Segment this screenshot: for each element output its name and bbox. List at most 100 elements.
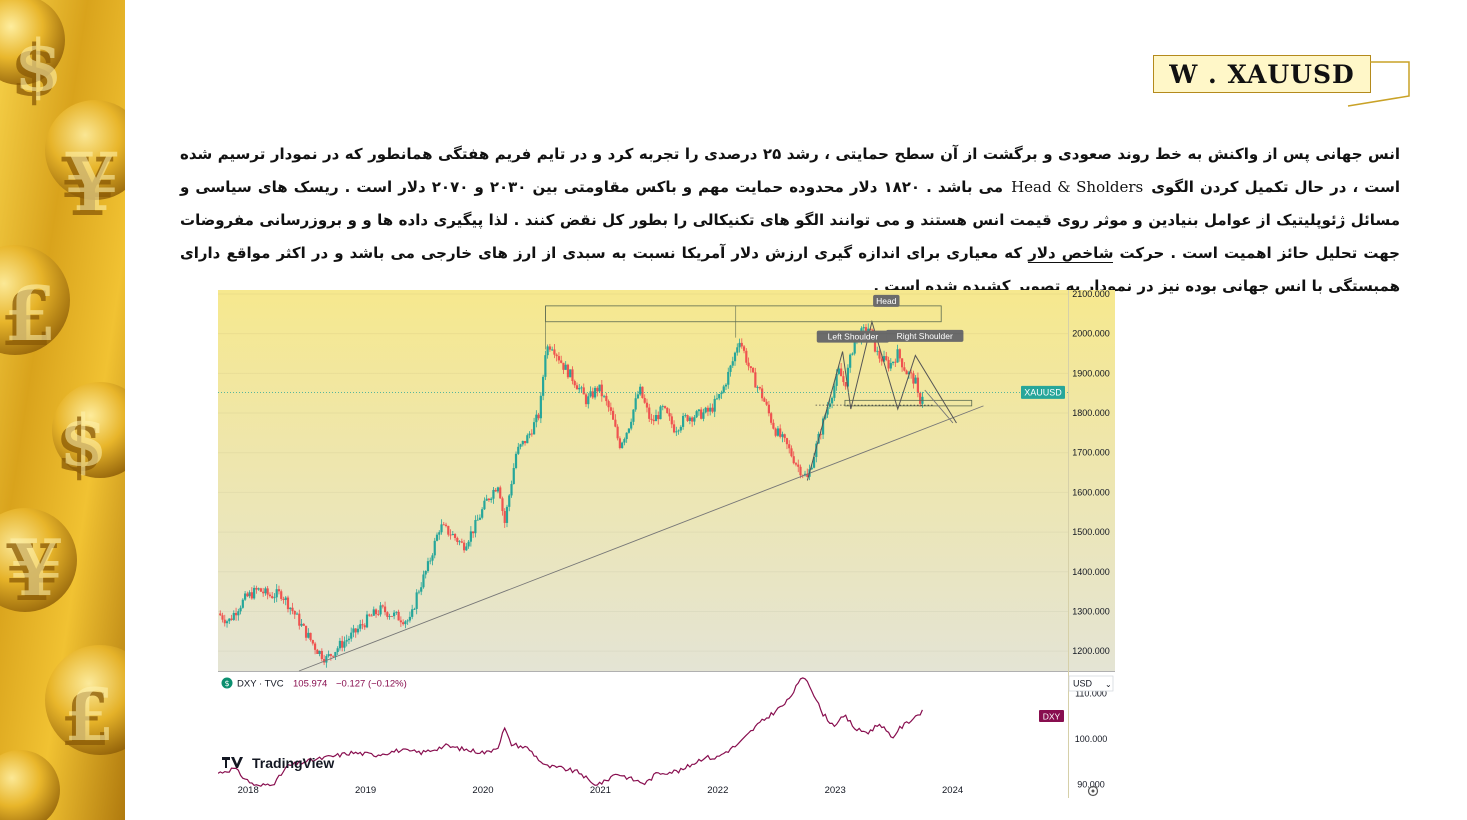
slide-title: W . XAUUSD	[1153, 55, 1371, 93]
candle-body	[517, 446, 520, 454]
title-corner-decoration	[1347, 61, 1410, 107]
candle-body	[681, 415, 685, 427]
time-tick-label: 2020	[472, 785, 493, 796]
candle-body	[476, 519, 479, 521]
settings-gear-icon[interactable]	[1087, 785, 1099, 797]
candle-body	[232, 612, 235, 620]
candle-body	[280, 591, 283, 599]
candle-body	[634, 398, 637, 410]
tradingview-logo-icon	[222, 757, 243, 768]
candle-body	[901, 358, 904, 368]
candle-body	[702, 412, 705, 419]
candle-body	[352, 628, 355, 633]
candle-body	[286, 597, 290, 610]
candle-body	[528, 433, 531, 436]
pattern-drawings: Head Left Shoulder Right Shoulder	[298, 294, 984, 672]
candle-body	[277, 589, 281, 592]
candle-body	[268, 594, 272, 597]
candle-body	[508, 495, 511, 507]
pattern-name: Head & Sholders	[1011, 178, 1144, 196]
candle-body	[532, 422, 536, 435]
price-tick-label: 1400.000	[1072, 567, 1110, 577]
candle-body	[372, 609, 375, 616]
candle-body	[578, 387, 581, 390]
dxy-symbol: DXY · TVC	[237, 679, 284, 690]
candle-body	[898, 349, 901, 359]
currency-label: USD	[1073, 679, 1093, 689]
dxy-header[interactable]: $ DXY · TVC 105.974 −0.127 (−0.12%)	[221, 677, 407, 690]
tradingview-chart[interactable]: Head Left Shoulder Right Shoulder 1200.000…	[217, 289, 1115, 798]
candle-body	[851, 353, 854, 355]
candle-body	[718, 394, 721, 399]
dollar-index-link[interactable]: شاخص دلار	[1028, 244, 1114, 263]
candle-body	[677, 430, 680, 432]
candle-body	[772, 422, 775, 429]
candle-body	[237, 611, 240, 616]
candle-body	[295, 613, 299, 615]
tradingview-watermark[interactable]: TradingView	[222, 755, 334, 771]
dxy-layer: 90.000 100.000 110.000	[217, 677, 1107, 789]
candle-body	[727, 371, 730, 385]
candle-body	[916, 377, 920, 394]
candle-body	[383, 606, 387, 613]
candle-body	[553, 349, 556, 355]
candle-body	[659, 406, 662, 420]
candle-body	[557, 356, 561, 361]
svg-text:¥: ¥	[64, 135, 120, 229]
candle-body	[580, 387, 583, 389]
candle-body	[711, 407, 714, 412]
candle-body	[440, 524, 443, 533]
candle-body	[404, 621, 407, 625]
candle-body	[361, 624, 364, 626]
candle-body	[539, 395, 542, 419]
candle-body	[783, 434, 786, 439]
candle-body	[542, 376, 545, 396]
candle-body	[695, 411, 698, 418]
candle-body	[840, 368, 843, 377]
candle-body	[600, 384, 603, 397]
candle-body	[614, 419, 617, 427]
price-axis[interactable]: 1200.000 1300.000 1400.000 1500.000 1600.000…	[218, 289, 1110, 656]
candle-body	[359, 624, 362, 629]
candle-body	[503, 511, 506, 523]
candle-body	[253, 587, 256, 599]
candle-body	[756, 387, 759, 388]
candle-body	[275, 589, 278, 598]
time-axis[interactable]: 2018 2019 2020 2021 2022 2023 2024	[238, 785, 964, 796]
support-box	[844, 399, 973, 407]
candle-body	[456, 537, 459, 542]
candle-body	[472, 531, 475, 534]
candle-body	[284, 597, 287, 600]
candle-body	[350, 632, 353, 639]
price-last-label: XAUUSD	[1021, 385, 1065, 399]
candle-body	[514, 453, 518, 468]
candle-body	[433, 540, 436, 556]
candle-body	[602, 395, 606, 397]
candle-body	[826, 407, 829, 415]
candle-body	[271, 596, 274, 599]
candle-body	[560, 360, 563, 363]
candle-body	[668, 413, 671, 417]
candle-body	[262, 591, 265, 594]
candle-body	[259, 588, 262, 592]
svg-text:$: $	[59, 399, 108, 482]
svg-text:$: $	[10, 29, 59, 112]
xauusd-label: XAUUSD	[1024, 387, 1062, 397]
candle-body	[882, 356, 886, 362]
candle-body	[623, 439, 626, 443]
candle-body	[835, 373, 838, 386]
candle-body	[788, 444, 791, 449]
currency-selector[interactable]: USD ⌄	[1068, 675, 1114, 692]
candle-body	[451, 533, 454, 536]
dxy-tick-label: 110.000	[1075, 689, 1107, 699]
candle-body	[537, 414, 540, 419]
candle-body	[747, 362, 750, 367]
price-pane-background	[218, 290, 1115, 671]
candle-body	[806, 473, 809, 477]
candle-body	[551, 349, 554, 351]
candle-body	[354, 628, 357, 633]
candle-body	[386, 612, 389, 617]
candles	[219, 323, 924, 668]
candle-body	[910, 372, 913, 374]
candle-body	[304, 625, 308, 638]
